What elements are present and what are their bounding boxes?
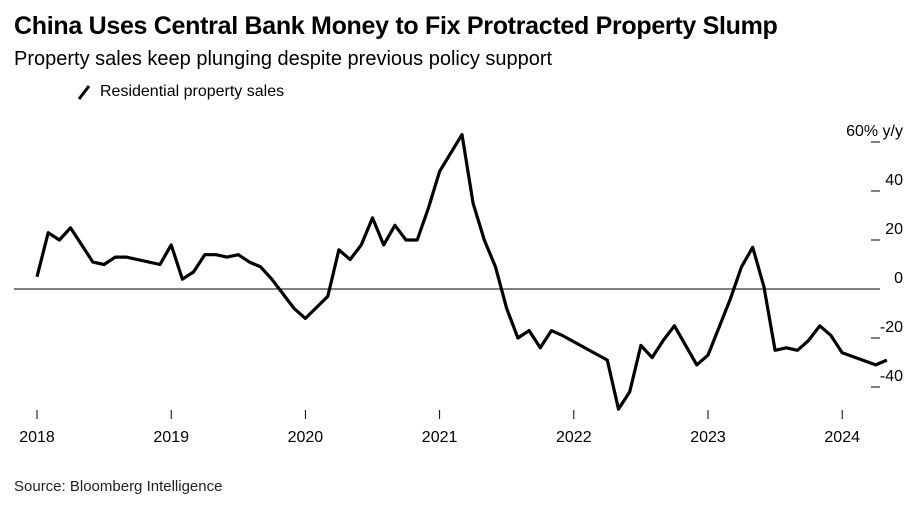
x-axis: 2018 2019 2020 2021 2022 2023 2024 [19, 410, 860, 446]
y-tick-label: 0 [894, 270, 903, 287]
series-line [35, 133, 888, 411]
legend: Residential property sales [76, 80, 284, 104]
x-tick-label: 2018 [19, 429, 55, 446]
series-group [35, 133, 888, 411]
y-axis: 60% y/y 40 20 0 -20 -40 [846, 123, 903, 388]
source-note: Source: Bloomberg Intelligence [14, 478, 223, 495]
x-tick-label: 2019 [153, 429, 189, 446]
chart-title: China Uses Central Bank Money to Fix Pro… [14, 12, 778, 40]
x-tick-label: 2024 [824, 429, 860, 446]
x-tick-label: 2022 [556, 429, 592, 446]
y-tick-label: 60% y/y [846, 123, 903, 140]
x-tick-label: 2023 [690, 429, 726, 446]
y-tick-label: 20 [885, 221, 903, 238]
y-tick-label: -40 [880, 368, 903, 385]
y-tick-label: -20 [880, 319, 903, 336]
legend-label: Residential property sales [100, 83, 285, 100]
x-tick-label: 2021 [422, 429, 458, 446]
x-tick-label: 2020 [288, 429, 324, 446]
y-tick-label: 40 [885, 172, 903, 189]
chart-subtitle: Property sales keep plunging despite pre… [14, 48, 553, 70]
legend-line-icon [77, 85, 91, 100]
